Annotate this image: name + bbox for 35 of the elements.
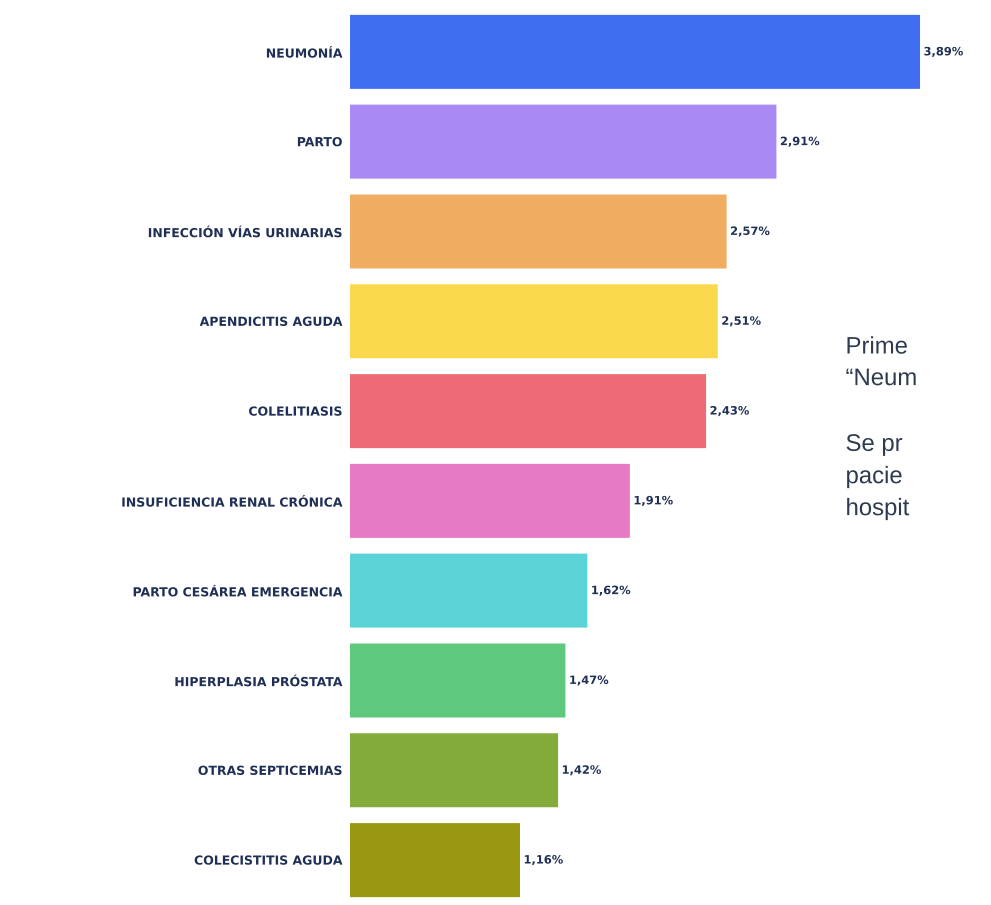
bar <box>350 14 920 89</box>
data-label: 2,91% <box>780 136 820 147</box>
bar <box>350 643 566 718</box>
bar <box>350 284 718 358</box>
y-tick-label: PARTO CESÁREA EMERGENCIA <box>134 584 342 597</box>
data-label: 2,57% <box>731 226 770 237</box>
data-label: 1,91% <box>634 496 673 506</box>
bar <box>350 194 727 268</box>
data-label: 3,89% <box>924 46 963 57</box>
y-tick-label: APENDICITIS AGUDA <box>200 316 342 326</box>
data-label: 2,43% <box>710 406 749 416</box>
data-label: 1,62% <box>592 586 630 596</box>
y-tick-label: OTRAS SEPTICEMIAS <box>198 766 342 775</box>
bar <box>350 823 520 898</box>
data-label: 1,16% <box>524 855 563 866</box>
annotation: pacie <box>847 466 902 488</box>
y-tick-label: INFECCIÓN VÍAS URINARIAS <box>148 226 342 238</box>
data-label: 1,42% <box>562 765 601 776</box>
y-tick-label: HIPERPLASIA PRÓSTATA <box>175 674 342 686</box>
data-label: 1,47% <box>570 675 608 686</box>
bar <box>350 464 630 538</box>
annotation: hospit <box>847 498 910 520</box>
data-label: 2,51% <box>722 316 761 326</box>
bar <box>350 733 558 808</box>
annotation: Prime <box>847 336 907 354</box>
annotation: “Neum <box>846 368 916 386</box>
bar <box>350 554 588 628</box>
bar <box>350 374 706 448</box>
bar <box>350 104 776 179</box>
y-tick-label: NEUMONÍA <box>266 46 342 58</box>
y-tick-label: INSUFICIENCIA RENAL CRÓNICA <box>122 495 342 507</box>
y-tick-label: COLECISTITIS AGUDA <box>194 855 342 865</box>
y-tick-label: PARTO <box>298 136 342 146</box>
annotation: Se pr <box>846 434 902 456</box>
y-tick-label: COLELITIASIS <box>249 406 342 416</box>
